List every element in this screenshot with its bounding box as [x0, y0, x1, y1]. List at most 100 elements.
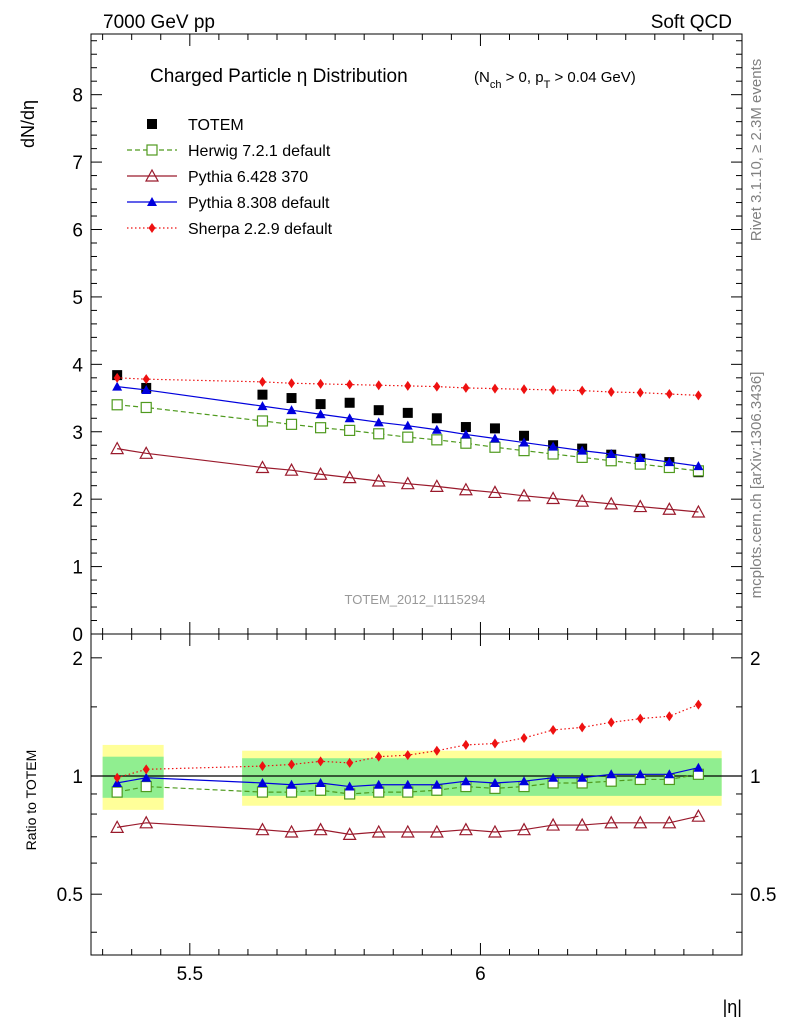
data-point-pythia-6-428-370	[284, 824, 299, 838]
ratio-y-tick-label-right: 0.5	[750, 885, 776, 906]
data-point-pythia-6-428-370	[487, 485, 502, 499]
data-point-pythia-8-308-default	[402, 779, 413, 789]
series-pythia-6-428-370	[110, 441, 706, 518]
legend-marker	[144, 168, 160, 182]
series-sherpa-2-2-9-default	[113, 372, 702, 401]
data-point-pythia-8-308-default	[141, 772, 152, 782]
legend-entry-sherpa-2-2-9-default: Sherpa 2.2.9 default	[127, 221, 333, 238]
data-point-sherpa-2-2-9-default	[462, 382, 470, 393]
data-point-pythia-8-308-default	[315, 777, 326, 787]
data-point-sherpa-2-2-9-default	[578, 722, 586, 733]
data-point-pythia-8-308-default	[693, 461, 704, 471]
data-point-herwig-7-2-1-default	[285, 418, 298, 430]
header-right: Soft QCD	[651, 12, 732, 33]
ratio-y-tick-label: 0.5	[57, 885, 83, 906]
data-point-pythia-8-308-default	[519, 776, 530, 786]
data-point-pythia-6-428-370	[662, 815, 677, 829]
main-y-tick-label: 3	[72, 423, 83, 444]
data-point-herwig-7-2-1-default	[140, 780, 152, 793]
data-point-pythia-6-428-370	[604, 815, 619, 829]
x-axis-label: |η|	[723, 997, 742, 1017]
legend-label: Sherpa 2.2.9 default	[188, 221, 333, 238]
data-point-pythia-6-428-370	[517, 488, 532, 502]
data-point-pythia-8-308-default	[141, 384, 152, 394]
data-point-totem	[402, 407, 413, 418]
data-point-pythia-6-428-370	[691, 504, 706, 518]
data-point-sherpa-2-2-9-default	[636, 713, 644, 724]
legend-marker	[147, 197, 157, 206]
data-point-pythia-8-308-default	[315, 409, 326, 419]
legend-label: Pythia 6.428 370	[188, 169, 308, 186]
legend-entry-herwig-7-2-1-default: Herwig 7.2.1 default	[127, 143, 331, 160]
data-point-sherpa-2-2-9-default	[317, 378, 325, 389]
data-point-pythia-6-428-370	[604, 496, 619, 510]
data-point-herwig-7-2-1-default	[344, 424, 356, 437]
main-y-tick-label: 1	[72, 558, 83, 579]
data-point-pythia-6-428-370	[255, 460, 270, 474]
data-point-pythia-6-428-370	[371, 824, 386, 838]
main-y-axis-label: dN/dη	[18, 100, 38, 148]
main-y-tick-label: 4	[72, 355, 83, 376]
data-point-sherpa-2-2-9-default	[578, 385, 586, 396]
data-point-pythia-8-308-default	[286, 405, 297, 415]
data-point-sherpa-2-2-9-default	[491, 738, 499, 749]
data-point-pythia-8-308-default	[548, 772, 559, 782]
data-point-sherpa-2-2-9-default	[142, 764, 150, 775]
series-sherpa-2-2-9-default	[113, 699, 702, 783]
legend-label: Herwig 7.2.1 default	[188, 143, 331, 160]
data-point-pythia-6-428-370	[400, 824, 415, 838]
main-series-layer	[110, 370, 706, 518]
data-point-herwig-7-2-1-default	[256, 786, 269, 798]
data-point-sherpa-2-2-9-default	[665, 711, 673, 722]
data-point-sherpa-2-2-9-default	[665, 389, 673, 399]
data-point-sherpa-2-2-9-default	[636, 387, 644, 398]
data-point-totem	[286, 393, 297, 404]
data-point-sherpa-2-2-9-default	[433, 381, 441, 392]
data-point-pythia-8-308-default	[344, 413, 355, 423]
data-point-totem	[373, 405, 384, 416]
x-tick-label: 5.5	[177, 964, 203, 985]
legend-entry-pythia-8-308-default: Pythia 8.308 default	[127, 195, 330, 212]
legend-entry-totem: TOTEM	[147, 117, 244, 134]
data-point-pythia-6-428-370	[139, 815, 154, 829]
series-line-pythia-6-428-370	[117, 815, 699, 836]
data-point-pythia-6-428-370	[284, 462, 299, 476]
data-point-totem	[519, 430, 530, 441]
data-point-sherpa-2-2-9-default	[375, 751, 383, 762]
ratio-series-layer	[110, 699, 706, 841]
x-tick-label: 6	[475, 964, 486, 985]
data-point-herwig-7-2-1-default	[140, 401, 152, 414]
data-point-totem	[460, 422, 471, 433]
series-herwig-7-2-1-default	[111, 399, 705, 477]
series-line-pythia-6-428-370	[117, 448, 699, 513]
legend-marker	[146, 144, 158, 156]
data-point-pythia-8-308-default	[431, 424, 442, 434]
chart-title-sub: (Nch > 0, pT > 0.04 GeV)	[474, 69, 636, 91]
data-point-pythia-6-428-370	[633, 815, 648, 829]
main-y-tick-label: 8	[72, 86, 83, 107]
data-point-pythia-8-308-default	[635, 453, 646, 463]
data-point-sherpa-2-2-9-default	[549, 384, 557, 395]
data-point-pythia-6-428-370	[546, 817, 561, 831]
data-point-herwig-7-2-1-default	[373, 428, 385, 440]
data-point-pythia-6-428-370	[458, 482, 473, 496]
rivet-label: Rivet 3.1.10, ≥ 2.3M events	[748, 59, 765, 242]
series-line-pythia-8-308-default	[117, 767, 699, 788]
data-point-sherpa-2-2-9-default	[288, 759, 296, 770]
legend-label: TOTEM	[188, 117, 244, 134]
data-point-herwig-7-2-1-default	[431, 434, 443, 446]
data-point-pythia-8-308-default	[373, 417, 384, 427]
data-point-pythia-6-428-370	[662, 502, 677, 515]
data-point-totem	[489, 423, 500, 434]
data-point-sherpa-2-2-9-default	[462, 739, 470, 750]
data-point-sherpa-2-2-9-default	[404, 380, 412, 391]
data-point-pythia-6-428-370	[429, 824, 444, 838]
data-point-sherpa-2-2-9-default	[113, 772, 121, 783]
data-point-pythia-6-428-370	[517, 822, 532, 836]
data-point-pythia-6-428-370	[110, 820, 125, 833]
data-point-sherpa-2-2-9-default	[694, 699, 702, 710]
data-point-sherpa-2-2-9-default	[258, 376, 266, 387]
series-pythia-6-428-370	[110, 808, 706, 841]
data-point-sherpa-2-2-9-default	[520, 384, 528, 395]
